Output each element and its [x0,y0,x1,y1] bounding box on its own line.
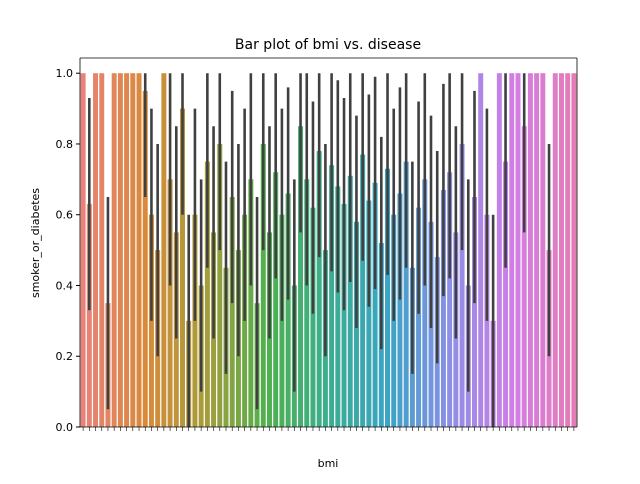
bar [571,73,577,428]
bar [273,172,279,427]
bar [552,73,558,428]
bar [347,175,353,427]
bar [285,193,291,427]
bar [385,168,391,427]
bar [204,161,210,427]
bar [422,179,428,427]
bar [260,143,266,427]
y-tick-label: 0.8 [56,138,74,151]
bar [136,73,142,428]
bar [565,73,571,428]
bar [130,73,136,428]
bar [86,204,92,427]
bar [496,73,502,428]
bar [304,179,310,427]
y-tick-label: 0.4 [56,279,74,292]
bar [440,189,446,427]
bar [447,172,453,427]
bar [329,165,335,427]
bar [142,90,148,427]
bar [124,73,130,428]
bar [217,143,223,427]
y-axis-label: smoker_or_diabetes [29,188,42,298]
bar [117,73,123,428]
bar [341,204,347,427]
y-tick-label: 1.0 [56,67,74,80]
bar [534,73,540,428]
bar [521,126,527,428]
bar [99,73,105,428]
bar [397,193,403,427]
bar [111,73,117,428]
bar [335,186,341,427]
bar [248,179,254,427]
bar [161,73,167,428]
bar [93,73,99,428]
bar [298,126,304,428]
bar [540,73,546,428]
bar [372,182,378,427]
bar [316,151,322,427]
bar [366,200,372,427]
bar [503,161,509,427]
y-tick-label: 0.0 [56,421,74,434]
bar [180,108,185,428]
bar [416,207,422,427]
chart-title: Bar plot of bmi vs. disease [235,37,421,53]
bar [527,73,533,428]
bar [360,154,366,427]
y-tick-label: 0.6 [56,209,74,222]
bar [558,73,564,428]
x-axis-label: bmi [318,457,339,470]
bar [459,143,465,427]
bar [310,207,316,427]
bar [229,197,235,427]
bar [478,73,484,428]
bar [80,73,86,428]
bar [167,179,173,427]
bar [515,73,521,428]
bar [509,73,515,428]
bar [403,161,409,427]
y-tick-label: 0.2 [56,350,74,363]
bar [472,197,477,427]
